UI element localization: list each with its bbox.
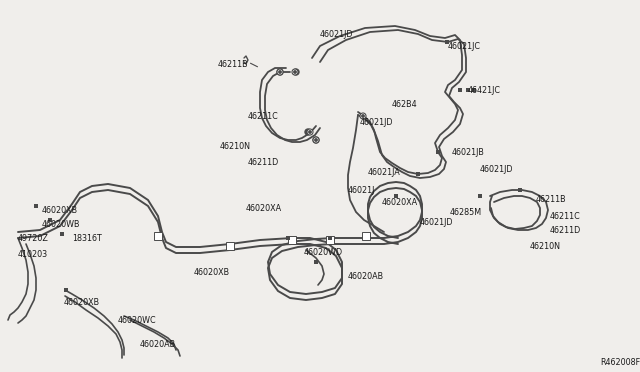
Circle shape — [313, 137, 319, 143]
Text: 46020XB: 46020XB — [64, 298, 100, 307]
FancyBboxPatch shape — [362, 232, 370, 240]
Bar — [314, 260, 318, 264]
Text: 46020XB: 46020XB — [42, 206, 78, 215]
Text: 410203: 410203 — [18, 250, 48, 259]
Bar — [286, 236, 290, 240]
Text: 46021JD: 46021JD — [420, 218, 454, 227]
Circle shape — [305, 129, 311, 135]
Circle shape — [313, 137, 319, 143]
Text: 46020AB: 46020AB — [348, 272, 384, 281]
Text: 46021JB: 46021JB — [452, 148, 485, 157]
Bar — [445, 40, 449, 44]
Bar — [445, 40, 449, 44]
Text: 18316T: 18316T — [72, 234, 102, 243]
Bar — [64, 288, 68, 292]
Text: 46211B: 46211B — [218, 60, 248, 69]
Circle shape — [307, 129, 313, 135]
Circle shape — [362, 115, 364, 117]
Text: 46020XB: 46020XB — [194, 268, 230, 277]
Circle shape — [292, 69, 298, 75]
Circle shape — [360, 113, 366, 119]
Bar — [34, 204, 38, 208]
Circle shape — [277, 69, 283, 75]
Text: 46021J: 46021J — [348, 186, 376, 195]
Text: 46211D: 46211D — [248, 158, 279, 167]
FancyBboxPatch shape — [226, 242, 234, 250]
Bar — [472, 88, 476, 92]
Text: 46020AB: 46020AB — [140, 340, 176, 349]
Circle shape — [293, 69, 299, 75]
Circle shape — [279, 71, 281, 73]
Bar — [436, 150, 440, 154]
Circle shape — [277, 69, 283, 75]
Text: 46020XA: 46020XA — [246, 204, 282, 213]
Text: 46285M: 46285M — [450, 208, 482, 217]
Text: 46020XA: 46020XA — [382, 198, 418, 207]
Circle shape — [309, 131, 311, 133]
Text: 46211B: 46211B — [536, 195, 566, 204]
Bar — [60, 232, 64, 236]
Text: 462B4: 462B4 — [392, 100, 418, 109]
Text: 46020WD: 46020WD — [304, 248, 343, 257]
Circle shape — [315, 139, 317, 141]
Text: 46021JA: 46021JA — [368, 168, 401, 177]
Bar — [518, 188, 522, 192]
Bar — [48, 218, 52, 222]
FancyBboxPatch shape — [154, 232, 162, 240]
Text: 46021JD: 46021JD — [320, 30, 353, 39]
Text: R462008F: R462008F — [600, 358, 640, 367]
FancyBboxPatch shape — [326, 236, 334, 244]
Bar — [458, 88, 462, 92]
Text: 46021JD: 46021JD — [360, 118, 394, 127]
Text: 46421JC: 46421JC — [468, 86, 501, 95]
Text: 46021JD: 46021JD — [480, 165, 513, 174]
Bar — [394, 194, 398, 198]
Text: 46021JC: 46021JC — [448, 42, 481, 51]
Text: 46210N: 46210N — [220, 142, 251, 151]
Text: 46020WC: 46020WC — [118, 316, 157, 325]
Circle shape — [294, 71, 296, 73]
Bar — [328, 236, 332, 240]
Text: 46211C: 46211C — [248, 112, 279, 121]
Text: 46020WB: 46020WB — [42, 220, 81, 229]
Text: 49720Z: 49720Z — [18, 234, 49, 243]
FancyBboxPatch shape — [288, 236, 296, 244]
Text: 46210N: 46210N — [530, 242, 561, 251]
Text: 46211C: 46211C — [550, 212, 580, 221]
Bar — [478, 194, 482, 198]
Bar — [416, 172, 420, 176]
Bar — [466, 88, 470, 92]
Text: 46211D: 46211D — [550, 226, 581, 235]
